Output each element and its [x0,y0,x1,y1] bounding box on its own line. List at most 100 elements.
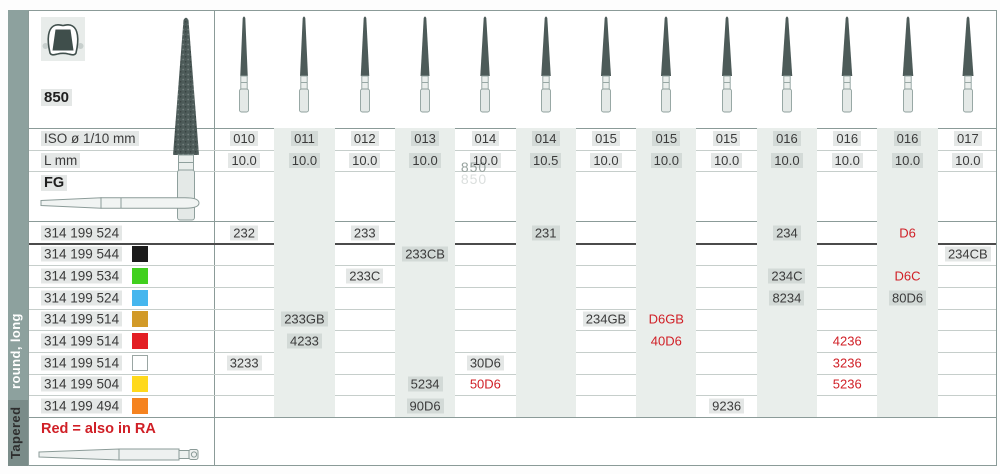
grit-color-chip-white [132,354,148,371]
bur-illustration-large [157,13,215,228]
product-code: 314 199 534 [41,268,123,284]
category-sidebar: round, long Tapered [8,10,28,466]
length-value: 10.0 [877,150,937,172]
length-value-text: 10.5 [530,153,562,168]
product-code-text: 314 199 514 [41,311,123,327]
grit-color-chip-red [132,333,148,350]
catalog-cell: 9236 [696,398,756,414]
length-row-label: L mm [41,150,81,171]
bur-image [416,14,434,114]
rule [29,374,996,375]
iso-value-text: 013 [411,131,439,146]
length-value-text: 10.0 [771,153,803,168]
catalog-cell: D6GB [648,311,684,327]
bur-image [778,14,796,114]
column-stripe [877,128,938,417]
length-value-text: 10.0 [288,153,321,168]
product-row: 314 199 504 5234 50D6 5236 [29,374,996,396]
product-code: 314 199 524 [41,290,123,306]
catalog-cell: 234CB [938,246,998,262]
iso-value: 015 [576,128,636,150]
iso-value-text: 016 [893,131,922,146]
bur-image [476,14,494,114]
iso-value-text: 015 [652,131,681,146]
product-row: 314 199 514 233GB 234GB D6GB [29,309,996,331]
product-code: 314 199 524 [41,225,123,241]
catalog-cell-text: 233 [350,225,379,241]
bur-image [838,14,856,114]
rule [29,221,996,222]
catalog-cell: 80D6 [877,290,937,306]
iso-value: 016 [757,128,817,150]
catalog-cell-text: 233C [346,268,384,284]
product-code: 314 199 514 [41,355,123,371]
length-value-text: 10.0 [228,153,260,168]
bur-image [295,14,313,114]
iso-value-text: 014 [471,131,500,146]
iso-value: 014 [516,128,576,150]
iso-value-text: 010 [230,131,258,146]
catalog-cell-text: 231 [531,225,560,241]
catalog-cell-text: 234CB [944,246,991,262]
category-label-tapered: Tapered [8,400,28,466]
product-code: 314 199 494 [41,398,123,414]
bur-image [657,14,675,114]
product-row: 314 199 494 90D6 9236 [29,395,996,417]
product-code-text: 314 199 524 [41,225,123,241]
iso-value: 017 [938,128,998,150]
length-value: 10.0 [817,150,877,172]
product-row: 314 199 524 8234 80D6 [29,287,996,309]
product-row: 314 199 524 232 233 231 234 D6 [29,222,996,244]
column-stripe [394,128,456,417]
catalog-cell: 231 [516,225,576,241]
product-row: 314 199 544 233CB 234CB [29,244,996,266]
rule [29,417,996,418]
catalog-cell: 234GB [576,311,636,327]
length-value: 10.0 [696,150,756,172]
catalog-cell-text: 4233 [286,333,322,349]
catalog-cell-text: 5234 [407,376,443,392]
product-code-text: 314 199 544 [41,246,123,262]
catalog-cell-text: 80D6 [888,290,927,306]
column-stripe [756,128,818,417]
iso-row-label: ISO ø 1/10 mm [41,128,139,150]
fg-shank-icon [39,195,203,216]
catalog-table: 850 ISO ø 1/10 mm L mm FG [28,10,997,466]
bur-image [718,14,736,114]
length-value-text: 10.0 [831,153,863,168]
catalog-cell: 50D6 [469,376,501,392]
catalog-cell-text: 8234 [769,290,805,306]
catalog-cell-text: 233GB [281,311,328,327]
iso-value: 016 [817,128,877,150]
iso-value-text: 014 [531,131,560,146]
iso-value: 014 [455,128,515,150]
bur-image [959,14,977,114]
catalog-cell-text: 30D6 [466,355,504,371]
catalog-cell: 234 [757,225,817,241]
catalog-cell-text: 90D6 [406,398,444,414]
rule [29,265,996,266]
shank-type-label: FG [41,175,68,191]
product-code: 314 199 514 [41,311,123,327]
length-value: 10.0 [757,150,817,172]
product-code-text: 314 199 534 [41,268,123,284]
catalog-cell-text: 232 [230,225,258,241]
grit-color-chip-yellow [132,376,148,393]
catalog-cell-text: 234 [773,225,801,241]
length-value: 10.0 [274,150,334,172]
product-row: 314 199 514 3233 30D6 3236 [29,352,996,374]
iso-value-text: 015 [712,131,741,146]
length-value-text: 10.0 [409,153,441,168]
product-row: 314 199 514 4233 40D6 4236 [29,330,996,352]
iso-value: 015 [696,128,756,150]
catalog-cell: 90D6 [395,398,455,414]
catalog-cell: 5236 [832,376,862,392]
catalog-cell-text: 3233 [226,355,262,371]
figure-number: 850 [41,89,73,106]
rule [29,287,996,288]
product-code: 314 199 514 [41,333,123,349]
grit-color-chip-green [132,268,148,285]
grit-color-chip-orange [132,398,148,415]
length-value-text: 10.0 [650,153,682,168]
length-value-text: 10.0 [590,153,622,168]
